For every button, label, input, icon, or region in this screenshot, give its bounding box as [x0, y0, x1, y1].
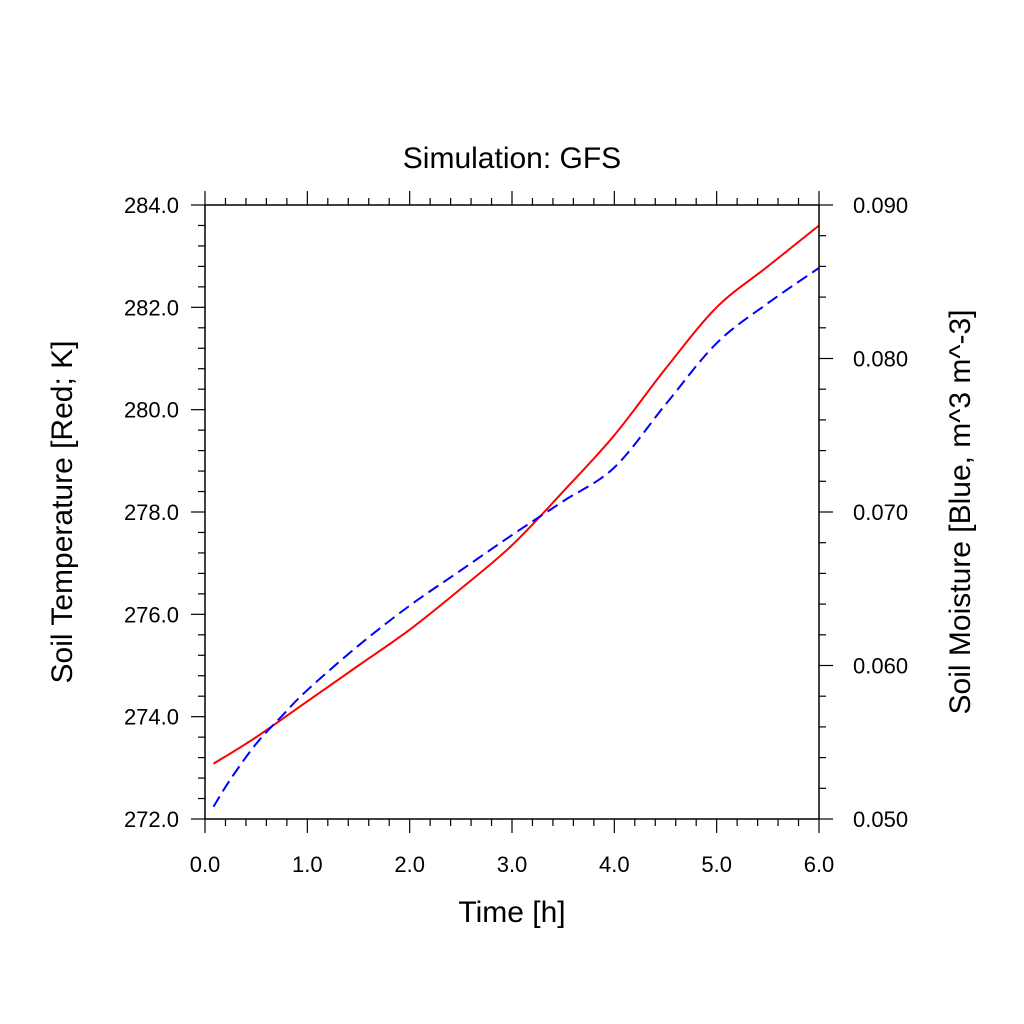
x-tick-label: 3.0 — [497, 852, 528, 877]
y-right-tick-label: 0.060 — [853, 654, 908, 679]
y-left-tick-label: 280.0 — [124, 398, 179, 423]
y-left-tick-label: 276.0 — [124, 602, 179, 627]
y-right-tick-label: 0.050 — [853, 807, 908, 832]
y-right-tick-labels: 0.050 0.060 0.070 0.080 0.090 — [853, 193, 908, 832]
x-tick-label: 4.0 — [599, 852, 630, 877]
y-left-tick-label: 282.0 — [124, 295, 179, 320]
x-tick-label: 1.0 — [292, 852, 323, 877]
soil-moisture-line — [212, 267, 820, 808]
axis-ticks — [191, 191, 833, 833]
y-left-tick-label: 272.0 — [124, 807, 179, 832]
y-left-tick-labels: 272.0 274.0 276.0 278.0 280.0 282.0 284.0 — [124, 193, 179, 832]
soil-temperature-line — [212, 224, 820, 765]
x-tick-label: 5.0 — [701, 852, 732, 877]
plot-lines — [212, 224, 820, 808]
x-axis-title: Time [h] — [458, 896, 565, 929]
x-tick-labels: 0.0 1.0 2.0 3.0 4.0 5.0 6.0 — [190, 852, 835, 877]
x-tick-label: 0.0 — [190, 852, 221, 877]
y-right-tick-label: 0.080 — [853, 347, 908, 372]
x-tick-label: 2.0 — [394, 852, 425, 877]
y-left-tick-label: 284.0 — [124, 193, 179, 218]
y-right-axis-title: Soil Moisture [Blue, m^3 m^-3] — [944, 310, 977, 715]
y-left-tick-label: 278.0 — [124, 500, 179, 525]
y-right-tick-label: 0.090 — [853, 193, 908, 218]
y-left-tick-label: 274.0 — [124, 705, 179, 730]
x-tick-label: 6.0 — [804, 852, 835, 877]
chart-title: Simulation: GFS — [403, 142, 621, 175]
y-right-tick-label: 0.070 — [853, 500, 908, 525]
y-left-axis-title: Soil Temperature [Red; K] — [46, 341, 79, 684]
